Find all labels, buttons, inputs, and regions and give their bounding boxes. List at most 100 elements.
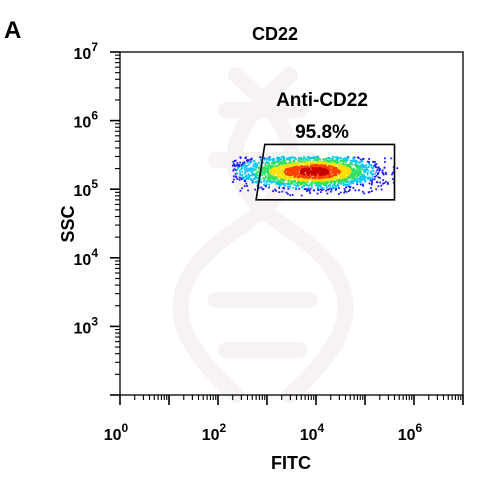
- event-dot: [361, 164, 364, 167]
- event-dot: [284, 185, 286, 187]
- event-dot: [359, 179, 361, 181]
- event-dot: [294, 169, 297, 171]
- event-dot: [346, 178, 349, 180]
- event-dot: [351, 170, 354, 173]
- event-dot: [361, 177, 364, 180]
- event-dot: [308, 185, 310, 187]
- event-dot: [329, 184, 331, 186]
- event-dot: [303, 176, 305, 178]
- x-axis-label: FITC: [271, 453, 311, 473]
- event-dot: [271, 181, 274, 183]
- event-dot: [242, 177, 245, 180]
- event-dot: [265, 180, 268, 182]
- event-dot: [324, 177, 327, 180]
- event-dot: [328, 170, 331, 172]
- event-dot: [291, 181, 294, 183]
- event-dot: [323, 170, 326, 172]
- event-dot: [316, 184, 318, 186]
- event-dot: [303, 156, 305, 158]
- event-dot: [290, 161, 292, 164]
- event-dot: [273, 160, 276, 163]
- event-dot: [348, 171, 351, 174]
- event-dot: [259, 178, 262, 181]
- event-dot: [365, 164, 368, 166]
- event-dot: [288, 162, 290, 165]
- event-dot: [275, 161, 278, 164]
- event-dot: [308, 157, 310, 160]
- event-dot: [334, 168, 337, 171]
- event-dot: [334, 164, 337, 167]
- event-dot: [337, 157, 340, 159]
- event-dot: [241, 167, 243, 170]
- event-dot: [300, 194, 303, 197]
- event-dot: [358, 180, 361, 183]
- event-dot: [241, 176, 244, 179]
- event-dot: [250, 161, 252, 164]
- event-dot: [257, 170, 260, 173]
- event-dot: [262, 188, 265, 190]
- event-dot: [236, 162, 239, 164]
- event-dot: [375, 181, 378, 183]
- event-dot: [315, 157, 318, 160]
- event-dot: [368, 162, 370, 165]
- event-dot: [278, 185, 281, 188]
- event-dot: [343, 183, 346, 186]
- event-dot: [311, 176, 314, 179]
- event-dot: [261, 166, 264, 168]
- event-dot: [368, 163, 371, 166]
- event-dot: [368, 191, 371, 193]
- event-dot: [317, 160, 319, 162]
- event-dot: [289, 165, 291, 167]
- event-dot: [364, 179, 367, 182]
- event-dot: [374, 175, 376, 178]
- event-dot: [238, 179, 241, 181]
- event-dot: [273, 174, 275, 177]
- event-dot: [283, 172, 285, 175]
- event-dot: [337, 183, 339, 186]
- event-dot: [302, 171, 305, 174]
- event-dot: [292, 163, 295, 166]
- event-dot: [335, 162, 338, 165]
- event-dot: [278, 191, 281, 193]
- event-dot: [342, 158, 345, 160]
- event-dot: [299, 157, 302, 160]
- event-dot: [329, 180, 332, 182]
- event-dot: [297, 169, 299, 172]
- event-dot: [345, 186, 347, 189]
- event-dot: [342, 174, 345, 177]
- event-dot: [232, 169, 235, 172]
- event-dot: [347, 156, 350, 159]
- event-dot: [257, 186, 260, 189]
- event-dot: [272, 166, 275, 168]
- event-dot: [339, 164, 342, 166]
- panel-label: A: [4, 17, 21, 44]
- event-dot: [326, 160, 329, 163]
- event-dot: [320, 171, 323, 174]
- event-dot: [235, 169, 237, 171]
- event-dot: [271, 172, 274, 175]
- event-dot: [338, 164, 340, 167]
- event-dot: [348, 173, 351, 175]
- event-dot: [297, 175, 299, 178]
- event-dot: [325, 160, 328, 163]
- event-dot: [364, 165, 367, 168]
- event-dot: [361, 168, 364, 171]
- event-dot: [277, 164, 280, 167]
- event-dot: [311, 162, 313, 165]
- event-dot: [334, 160, 336, 163]
- event-dot: [238, 176, 241, 179]
- event-dot: [286, 165, 289, 168]
- event-dot: [323, 163, 326, 166]
- event-dot: [360, 161, 362, 164]
- event-dot: [277, 161, 280, 163]
- event-dot: [316, 182, 319, 184]
- event-dot: [369, 179, 372, 182]
- event-dot: [384, 171, 387, 174]
- event-dot: [241, 170, 244, 173]
- event-dot: [317, 171, 320, 174]
- event-dot: [288, 178, 291, 181]
- event-dot: [345, 159, 348, 162]
- event-dot: [249, 160, 252, 163]
- event-dot: [316, 178, 318, 181]
- event-dot: [372, 175, 374, 178]
